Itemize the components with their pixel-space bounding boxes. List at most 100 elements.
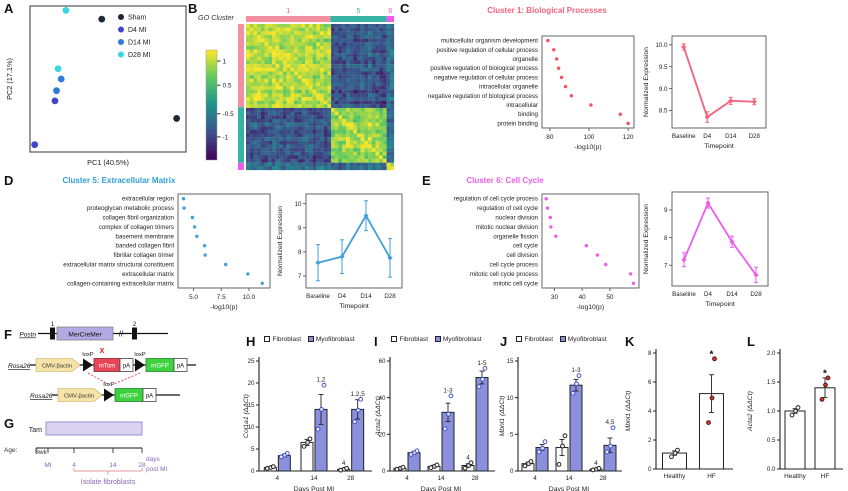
legend-j: Fibroblast Myofibroblast <box>496 336 622 343</box>
svg-text:Days Post MI: Days Post MI <box>549 486 590 491</box>
svg-text:Normalized Expression: Normalized Expression <box>643 47 650 117</box>
svg-text:negative regulation of biologi: negative regulation of biological proces… <box>428 93 538 100</box>
panel-a-pca: A Sham D4 MI D14 MI D28 MI PC1 (40.5%) PC2 (1… <box>0 0 190 172</box>
myofibroblast-swatch <box>559 336 566 342</box>
panel-label-h: H <box>246 334 256 349</box>
svg-text:15: 15 <box>248 402 255 409</box>
svg-text:Timepoint: Timepoint <box>704 143 734 150</box>
panel-label-f: F <box>4 327 12 342</box>
cluster5-go-dotplot: extracellular region proteoglycan metabol… <box>63 193 271 311</box>
svg-text:0.0: 0.0 <box>767 466 776 473</box>
svg-text:4: 4 <box>466 454 470 461</box>
svg-text:Baseline: Baseline <box>306 293 330 300</box>
svg-text:-log10(p): -log10(p) <box>210 304 237 311</box>
svg-text:D14 MI: D14 MI <box>128 40 151 47</box>
svg-text:-log10(p): -log10(p) <box>577 304 604 311</box>
tam-bar <box>45 421 143 436</box>
svg-text:Age:: Age: <box>4 447 18 454</box>
svg-text:10.0: 10.0 <box>655 42 668 49</box>
svg-text:50: 50 <box>606 294 614 301</box>
mbnl1-human-bar-chart: 0 2 4 6 8 Mbnl1 (ΔΔCt) Healthy HF * <box>625 349 733 480</box>
svg-text:Tam: Tam <box>29 427 42 434</box>
svg-text:cell cycle: cell cycle <box>513 243 539 250</box>
svg-text:PC2 (17.1%): PC2 (17.1%) <box>5 58 14 100</box>
loxp-triangle <box>104 388 114 402</box>
svg-text:8.5: 8.5 <box>659 108 668 115</box>
acta2-human-bar-chart: 0.0 0.5 1.0 1.5 2.0 Acta2 (ΔΔCt) Healthy HF * <box>747 349 843 480</box>
svg-text:6: 6 <box>648 379 652 386</box>
svg-text:organelle fission: organelle fission <box>493 233 538 240</box>
svg-text:multicellular organism develop: multicellular organism development <box>441 38 538 45</box>
panel-e-cluster6: E Cluster 6: Cell Cycle regulation of ce… <box>420 172 848 335</box>
svg-text:2: 2 <box>133 322 137 328</box>
svg-text:8: 8 <box>648 350 652 357</box>
svg-text:extracellular region: extracellular region <box>122 196 175 203</box>
svg-text:pA: pA <box>177 364 184 370</box>
svg-text:40: 40 <box>579 294 587 301</box>
svg-text:Timepoint: Timepoint <box>339 303 369 310</box>
svg-text:binding: binding <box>518 111 539 118</box>
svg-text:4: 4 <box>72 462 76 469</box>
svg-text:Postn: Postn <box>19 332 36 339</box>
svg-text:Col1a1 (ΔΔCt): Col1a1 (ΔΔCt) <box>243 394 250 438</box>
svg-text:extracellular matrix structura: extracellular matrix structural constitu… <box>63 262 174 269</box>
fibroblast-legend-label: Fibroblast <box>524 336 554 343</box>
mercremer-box <box>56 326 114 341</box>
panel-j-mbnl1: J Fibroblast Myofibroblast 0 5 10 15 Mbnl1 (… <box>496 333 622 491</box>
svg-text:D28: D28 <box>750 291 762 298</box>
svg-text:D4 MI: D4 MI <box>128 27 147 34</box>
svg-text:extracellular matrix: extracellular matrix <box>122 271 175 278</box>
myofibroblast-legend-label: Myofibroblast <box>567 336 607 343</box>
panel-label-c: C <box>400 1 410 16</box>
svg-text:4: 4 <box>533 475 537 482</box>
svg-text:post MI: post MI <box>146 466 168 473</box>
cluster5-title: Cluster 5: Extracellular Matrix <box>62 176 176 185</box>
panel-d-cluster5: D Cluster 5: Extracellular Matrix extrac… <box>0 172 420 335</box>
cluster6-title: Cluster 6: Cell Cycle <box>466 176 544 185</box>
svg-text:28: 28 <box>138 462 146 469</box>
svg-text:Baseline: Baseline <box>672 291 696 298</box>
svg-text:collagen-containing extracellu: collagen-containing extracellular matrix <box>67 280 175 287</box>
svg-text:1,2,5: 1,2,5 <box>351 391 366 398</box>
svg-text:6: 6 <box>388 6 392 15</box>
svg-text:7: 7 <box>664 262 668 269</box>
svg-text:protein binding: protein binding <box>497 120 538 127</box>
myofibroblast-swatch <box>307 336 314 342</box>
svg-text:Isolate fibroblasts: Isolate fibroblasts <box>81 479 136 486</box>
svg-text:8wk: 8wk <box>35 449 47 456</box>
go-term-rows: extracellular region proteoglycan metabol… <box>63 196 264 287</box>
svg-text:9: 9 <box>298 225 302 232</box>
svg-text:D14: D14 <box>726 291 738 298</box>
go-term-rows: regulation of cell cycle process regulati… <box>454 196 636 287</box>
svg-text:CMV-βactin: CMV-βactin <box>64 394 94 400</box>
fibroblast-swatch <box>516 336 523 342</box>
svg-text:Mbnl1 (ΔΔCt): Mbnl1 (ΔΔCt) <box>625 391 632 432</box>
svg-text:regulation of cell cycle proce: regulation of cell cycle process <box>454 196 538 203</box>
svg-text:28: 28 <box>471 475 479 482</box>
panel-g-timeline: G Tam Age: 8wk MI 4 14 28 days post MI Isolate fi… <box>0 415 255 491</box>
svg-text:*: * <box>710 349 714 360</box>
svg-text:14: 14 <box>565 475 573 482</box>
mbnl1-bar-chart: 0 5 10 15 Mbnl1 (ΔΔCt) 4 14 1-3 28 4 4,5 Days Post … <box>499 357 622 491</box>
svg-text:D4: D4 <box>704 291 712 298</box>
svg-text:organelle: organelle <box>513 56 539 63</box>
fibroblast-swatch <box>264 336 271 342</box>
svg-text:0: 0 <box>648 466 652 473</box>
svg-text:4: 4 <box>276 475 280 482</box>
svg-text:complex of collagen trimers: complex of collagen trimers <box>99 224 174 231</box>
promoter-arrow <box>57 388 103 402</box>
svg-text:Rosa26: Rosa26 <box>8 363 31 370</box>
svg-text:40: 40 <box>379 395 386 402</box>
panel-l-acta2-human: L 0.0 0.5 1.0 1.5 2.0 Acta2 (ΔΔCt) Healthy HF * <box>744 333 848 491</box>
svg-text:0.5: 0.5 <box>767 437 776 444</box>
svg-text:20: 20 <box>248 380 255 387</box>
legend-i: Fibroblast Myofibroblast <box>372 336 496 343</box>
svg-text:14: 14 <box>109 462 117 469</box>
svg-text:25: 25 <box>248 358 255 365</box>
svg-text:10: 10 <box>295 201 302 208</box>
svg-text:Timepoint: Timepoint <box>705 301 735 308</box>
svg-text:120: 120 <box>623 134 634 141</box>
svg-text:1.0: 1.0 <box>767 408 776 415</box>
svg-text:-log10(p): -log10(p) <box>574 144 601 151</box>
svg-text:Days Post MI: Days Post MI <box>421 486 462 491</box>
